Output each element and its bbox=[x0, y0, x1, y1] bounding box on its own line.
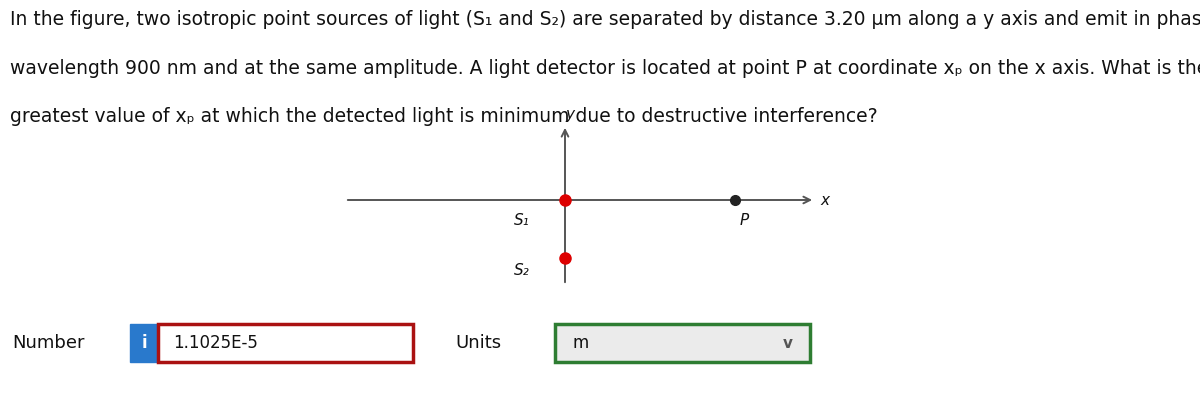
Text: S₂: S₂ bbox=[515, 263, 530, 278]
Text: 1.1025E-5: 1.1025E-5 bbox=[173, 334, 258, 352]
Text: greatest value of xₚ at which the detected light is minimum due to destructive i: greatest value of xₚ at which the detect… bbox=[10, 107, 877, 126]
Text: P: P bbox=[740, 213, 749, 228]
Text: In the figure, two isotropic point sources of light (S₁ and S₂) are separated by: In the figure, two isotropic point sourc… bbox=[10, 10, 1200, 29]
Text: y: y bbox=[565, 107, 575, 122]
Text: wavelength 900 nm and at the same amplitude. A light detector is located at poin: wavelength 900 nm and at the same amplit… bbox=[10, 59, 1200, 78]
Text: x: x bbox=[820, 192, 829, 207]
FancyBboxPatch shape bbox=[158, 324, 413, 362]
Text: Number: Number bbox=[12, 334, 84, 352]
Text: S₁: S₁ bbox=[515, 213, 530, 228]
Text: i: i bbox=[142, 334, 146, 352]
Text: m: m bbox=[574, 334, 589, 352]
Text: v: v bbox=[784, 335, 793, 350]
FancyBboxPatch shape bbox=[130, 324, 158, 362]
FancyBboxPatch shape bbox=[554, 324, 810, 362]
Text: Units: Units bbox=[455, 334, 502, 352]
